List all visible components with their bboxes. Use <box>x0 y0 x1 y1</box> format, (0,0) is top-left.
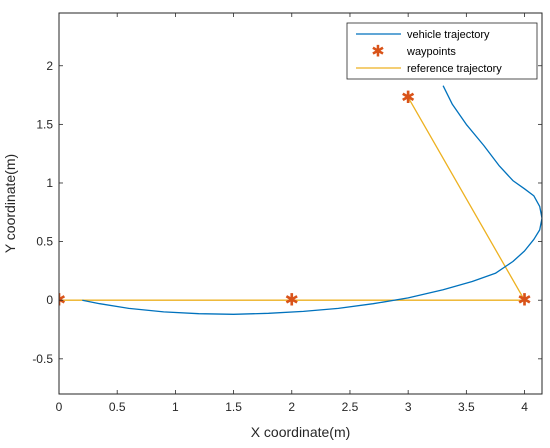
x-tick-label: 2.5 <box>342 400 359 414</box>
x-tick-label: 3.5 <box>458 400 475 414</box>
x-tick-label: 4 <box>521 400 528 414</box>
y-tick-label: 0.5 <box>36 235 53 249</box>
plot-frame <box>58 12 543 395</box>
x-axis-label: X coordinate(m) <box>251 424 351 440</box>
legend: vehicle trajectory ✱ waypoints reference… <box>346 22 538 80</box>
waypoint-marker: ✱ <box>52 291 66 311</box>
y-tick-label: 1 <box>46 176 53 190</box>
x-tick-label: 0 <box>56 400 63 414</box>
y-tick-label: 2 <box>46 59 53 73</box>
legend-entry-vehicle-trajectory: vehicle trajectory <box>407 29 490 41</box>
y-tick-label: -0.5 <box>32 352 53 366</box>
x-tick-label: 1 <box>172 400 179 414</box>
x-tick-label: 3 <box>405 400 412 414</box>
x-tick-label: 1.5 <box>225 400 242 414</box>
waypoint-marker: ✱ <box>285 291 299 311</box>
legend-box <box>346 22 538 80</box>
legend-swatch-waypoints: ✱ <box>371 42 384 61</box>
legend-entry-waypoints: waypoints <box>406 46 456 58</box>
x-tick-label: 2 <box>288 400 295 414</box>
series-line-reference-trajectory <box>59 97 526 301</box>
series-line-vehicle-trajectory <box>82 85 542 315</box>
series-layer: ✱ ✱ ✱ ✱ <box>52 85 542 315</box>
waypoint-marker: ✱ <box>517 291 531 311</box>
y-axis-label: Y coordinate(m) <box>2 154 18 253</box>
waypoint-marker: ✱ <box>401 88 415 108</box>
ticks-layer: 0 0.5 1 1.5 2 2.5 3 3.5 4 -0.5 0 0.5 1 1.5 2 <box>32 13 542 414</box>
x-tick-label: 0.5 <box>109 400 126 414</box>
y-tick-label: 0 <box>46 293 53 307</box>
y-tick-label: 1.5 <box>36 117 53 131</box>
legend-entry-reference-trajectory: reference trajectory <box>407 63 502 75</box>
